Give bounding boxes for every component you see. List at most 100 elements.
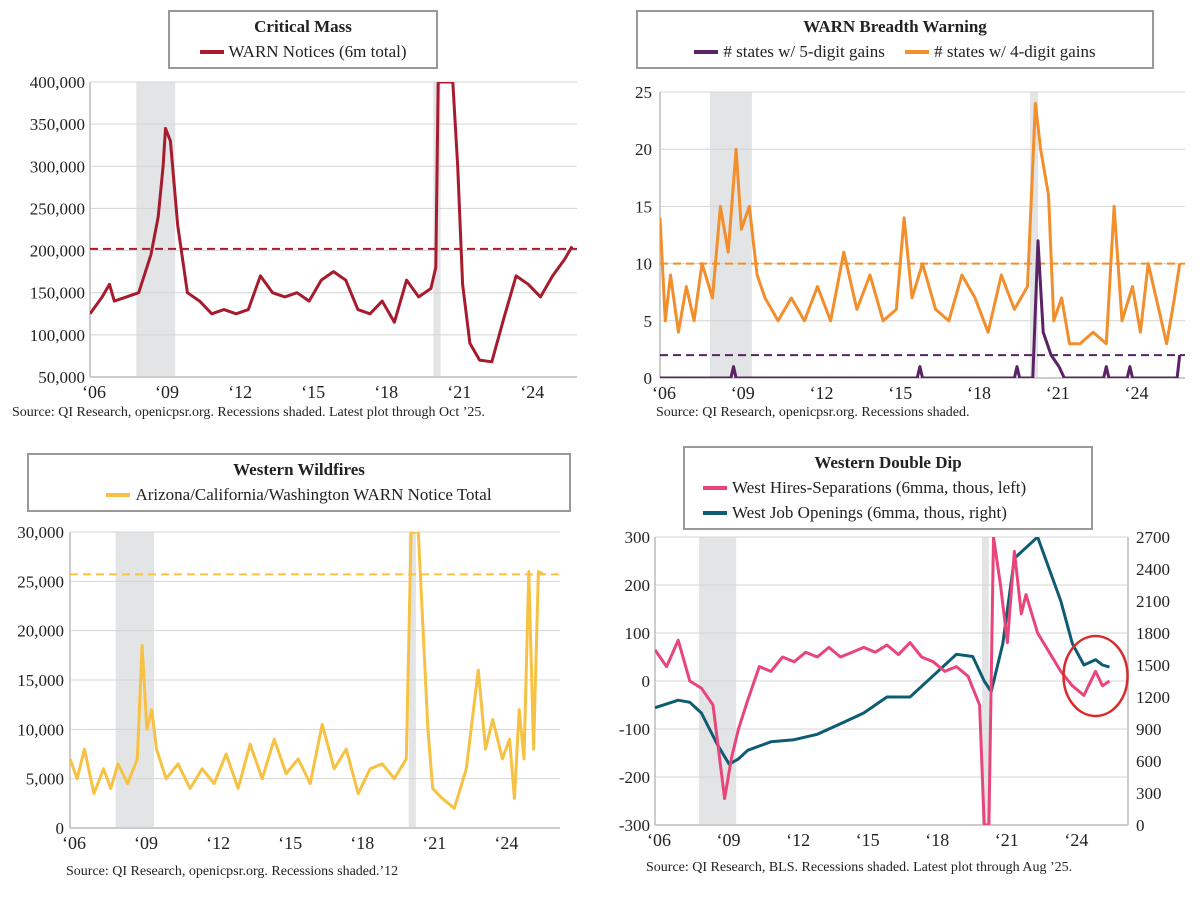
x-tick-label: ‘15 (888, 383, 912, 403)
y-tick-label: -100 (619, 720, 650, 739)
x-tick-label: ‘24 (1064, 830, 1088, 850)
legend-label: # states w/ 4-digit gains (934, 42, 1096, 61)
y-tick-label: 30,000 (17, 523, 64, 542)
y-tick-label: -300 (619, 816, 650, 835)
y-tick-label: 100 (625, 624, 651, 643)
x-tick-label: ‘12 (786, 830, 810, 850)
y-tick-label: 25,000 (17, 572, 64, 591)
legend-label: # states w/ 5-digit gains (723, 42, 885, 61)
y-tick-label: 250,000 (30, 199, 85, 218)
y-tick-label: 15 (635, 197, 652, 216)
x-tick-label: ‘09 (717, 830, 741, 850)
y-tick-label: 300 (625, 528, 651, 547)
x-tick-label: ‘09 (731, 383, 755, 403)
source-note: Source: QI Research, BLS. Recessions sha… (646, 860, 1073, 875)
x-tick-label: ‘06 (647, 830, 671, 850)
y2-tick-label: 0 (1136, 816, 1145, 835)
x-tick-label: ‘09 (134, 833, 158, 853)
x-tick-label: ‘09 (155, 382, 179, 402)
y-tick-label: 200 (625, 576, 651, 595)
legend-item: West Hires-Separations (6mma, thous, lef… (703, 477, 1026, 499)
legend-wildfires: Western Wildfires Arizona/California/Was… (27, 453, 571, 512)
legend-label: Arizona/California/Washington WARN Notic… (135, 485, 492, 504)
y-tick-label: 20,000 (17, 622, 64, 641)
chart-title: Critical Mass (254, 17, 352, 36)
x-tick-label: ‘24 (520, 382, 544, 402)
y-tick-label: 100,000 (30, 326, 85, 345)
x-tick-label: ‘12 (810, 383, 834, 403)
x-tick-label: ‘15 (301, 382, 325, 402)
x-tick-label: ‘15 (278, 833, 302, 853)
recession-shade (1030, 92, 1038, 378)
legend-swatch (694, 50, 719, 54)
y2-tick-label: 2100 (1136, 592, 1170, 611)
legend-swatch (106, 493, 131, 497)
x-tick-label: ‘06 (652, 383, 676, 403)
y-tick-label: 10 (635, 255, 652, 274)
source-note: Source: QI Research, openicpsr.org. Rece… (66, 864, 399, 879)
legend-swatch (703, 486, 727, 490)
legend-critical-mass: Critical Mass WARN Notices (6m total) (168, 10, 438, 69)
x-tick-label: ‘24 (494, 833, 518, 853)
legend-breadth: WARN Breadth Warning # states w/ 5-digit… (636, 10, 1154, 69)
series-line--states-w-5-digit-gains (660, 239, 1182, 378)
x-tick-label: ‘21 (447, 382, 471, 402)
legend-swatch (703, 511, 727, 515)
x-tick-label: ‘06 (82, 382, 106, 402)
x-tick-label: ‘18 (925, 830, 949, 850)
legend-swatch (199, 50, 224, 54)
chart-title: Western Double Dip (814, 453, 962, 472)
y-tick-label: 5 (644, 312, 653, 331)
legend-swatch (905, 50, 930, 54)
series-line--states-w-4-digit-gains (660, 101, 1182, 346)
legend-item: WARN Notices (6m total) (199, 41, 407, 63)
legend-label: West Hires-Separations (6mma, thous, lef… (732, 478, 1027, 497)
x-tick-label: ‘18 (350, 833, 374, 853)
x-tick-label: ‘24 (1125, 383, 1149, 403)
y2-tick-label: 1800 (1136, 624, 1170, 643)
x-tick-label: ‘18 (374, 382, 398, 402)
y-tick-label: 200,000 (30, 242, 85, 261)
legend-double-dip: Western Double Dip West Hires-Separation… (683, 446, 1093, 530)
y-tick-label: 5,000 (26, 770, 64, 789)
x-tick-label: ‘21 (995, 830, 1019, 850)
x-tick-label: ‘12 (206, 833, 230, 853)
series-line-west-hires-separations-6mma-thous-left- (655, 537, 1111, 825)
series-line-warn-notices-6m-total- (90, 82, 574, 364)
y-tick-label: 0 (644, 369, 653, 388)
source-note: Source: QI Research, openicpsr.org. Rece… (12, 405, 485, 420)
y-tick-label: 400,000 (30, 73, 85, 92)
legend-item: West Job Openings (6mma, thous, right) (703, 502, 1007, 524)
x-tick-label: ‘15 (856, 830, 880, 850)
y2-tick-label: 2400 (1136, 560, 1170, 579)
y-tick-label: -200 (619, 768, 650, 787)
y-tick-label: 0 (56, 819, 65, 838)
legend-label: West Job Openings (6mma, thous, right) (732, 503, 1007, 522)
y2-tick-label: 900 (1136, 720, 1162, 739)
chart-title: Western Wildfires (233, 460, 365, 479)
y2-tick-label: 2700 (1136, 528, 1170, 547)
x-tick-label: ‘06 (62, 833, 86, 853)
chart-title: WARN Breadth Warning (803, 17, 987, 36)
y-tick-label: 300,000 (30, 157, 85, 176)
series-line-arizona-california-washington-warn-notice-total (70, 532, 544, 810)
x-tick-label: ‘18 (967, 383, 991, 403)
y-tick-label: 10,000 (17, 720, 64, 739)
legend-item: # states w/ 5-digit gains (694, 41, 885, 63)
y-tick-label: 150,000 (30, 284, 85, 303)
y2-tick-label: 600 (1136, 752, 1162, 771)
y2-tick-label: 300 (1136, 784, 1162, 803)
y-tick-label: 350,000 (30, 115, 85, 134)
highlight-circle (1062, 634, 1129, 718)
source-note: Source: QI Research, openicpsr.org. Rece… (656, 405, 970, 420)
y2-tick-label: 1200 (1136, 688, 1170, 707)
x-tick-label: ‘21 (422, 833, 446, 853)
legend-item: Arizona/California/Washington WARN Notic… (106, 484, 492, 506)
y-tick-label: 15,000 (17, 671, 64, 690)
legend-item: # states w/ 4-digit gains (905, 41, 1096, 63)
x-tick-label: ‘21 (1046, 383, 1070, 403)
legend-label: WARN Notices (6m total) (228, 42, 407, 61)
y-tick-label: 20 (635, 140, 652, 159)
